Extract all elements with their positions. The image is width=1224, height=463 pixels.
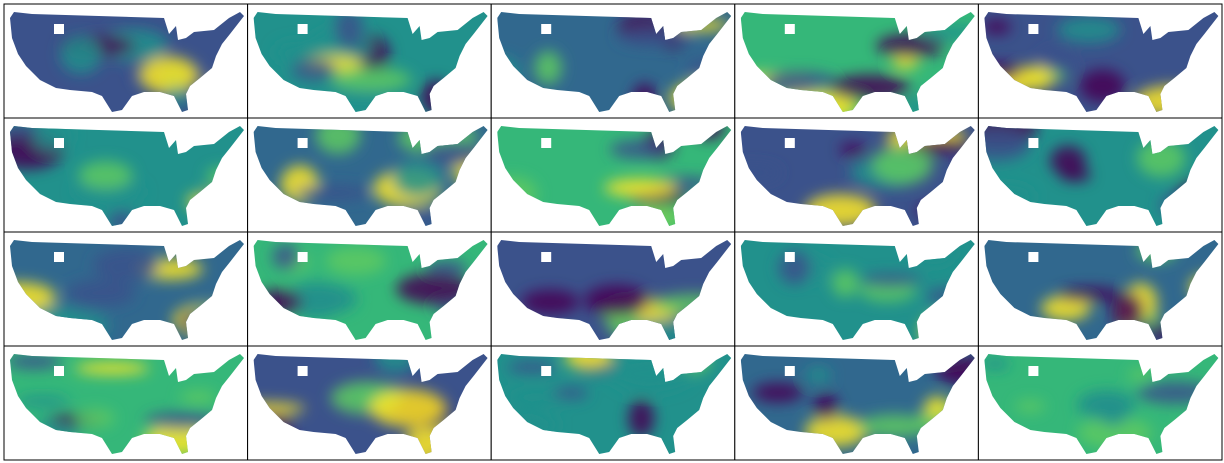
- map-blob: [76, 409, 115, 428]
- map-blob: [604, 178, 677, 197]
- map-blob: [1050, 146, 1086, 176]
- map-blob: [805, 367, 831, 383]
- map-panel: [735, 232, 987, 349]
- map-panel: [248, 117, 507, 232]
- panel-grid: [0, 4, 1224, 463]
- map-panel: [0, 4, 248, 118]
- map-blob: [60, 36, 102, 74]
- map-blob: [814, 393, 839, 421]
- map-blob: [295, 185, 372, 200]
- map-panel: [4, 346, 248, 460]
- map-hole: [298, 366, 308, 376]
- map-panel: [961, 110, 1224, 237]
- map-blob: [553, 387, 589, 399]
- figure: [0, 0, 1224, 463]
- map-panel: [978, 346, 1224, 460]
- map-blob: [370, 389, 446, 427]
- map-hole: [1028, 366, 1038, 376]
- map-blob: [272, 244, 299, 269]
- map-panel: [489, 117, 735, 233]
- map-hole: [54, 24, 64, 34]
- map-panel: [735, 346, 991, 460]
- map-hole: [298, 138, 308, 148]
- map-blob: [326, 247, 386, 275]
- map-panel: [248, 232, 492, 346]
- map-hole: [785, 366, 795, 376]
- map-panel: [491, 232, 736, 351]
- map-blob: [292, 59, 337, 80]
- map-hole: [785, 138, 795, 148]
- map-blob: [872, 145, 933, 184]
- map-blob: [93, 248, 159, 282]
- map-hole: [541, 138, 551, 148]
- map-blob: [839, 143, 866, 156]
- page: (() => { const svg = document.getElement…: [0, 0, 1224, 463]
- map-blob: [982, 19, 1011, 34]
- map-blob: [584, 285, 650, 316]
- map-blob: [535, 51, 562, 85]
- map-blob: [628, 399, 654, 437]
- map-blob: [66, 280, 135, 306]
- map-hole: [298, 252, 308, 262]
- map-panel: [248, 4, 492, 118]
- map-panel: [483, 4, 752, 120]
- map-hole: [541, 366, 551, 376]
- map-blob: [300, 284, 358, 314]
- map-blob: [832, 269, 859, 297]
- map-blob: [753, 383, 804, 403]
- map-blob: [392, 161, 443, 197]
- map-blob: [860, 274, 922, 287]
- map-hole: [785, 24, 795, 34]
- map-blob: [180, 390, 217, 404]
- map-hole: [1028, 138, 1038, 148]
- map-blob: [1057, 16, 1121, 43]
- map-blob: [1077, 390, 1137, 420]
- map-blob: [1057, 287, 1121, 302]
- map-hole: [298, 24, 308, 34]
- map-panel: [0, 232, 248, 346]
- map-blob: [79, 161, 133, 189]
- map-panel: [0, 118, 262, 234]
- map-panel: [225, 340, 491, 463]
- map-hole: [785, 252, 795, 262]
- map-hole: [1028, 252, 1038, 262]
- map-panel: [491, 345, 735, 460]
- map-blob: [331, 68, 411, 91]
- map-hole: [54, 252, 64, 262]
- map-blob: [75, 362, 149, 375]
- map-hole: [54, 366, 64, 376]
- map-hole: [541, 24, 551, 34]
- map-panel: [735, 4, 983, 125]
- map-panel: [978, 232, 1224, 346]
- map-panel: [723, 118, 997, 232]
- map-hole: [1028, 24, 1038, 34]
- map-panel: [950, 4, 1222, 118]
- map-blob: [1015, 400, 1045, 413]
- map-blob: [1128, 369, 1152, 382]
- map-hole: [541, 252, 551, 262]
- map-hole: [54, 138, 64, 148]
